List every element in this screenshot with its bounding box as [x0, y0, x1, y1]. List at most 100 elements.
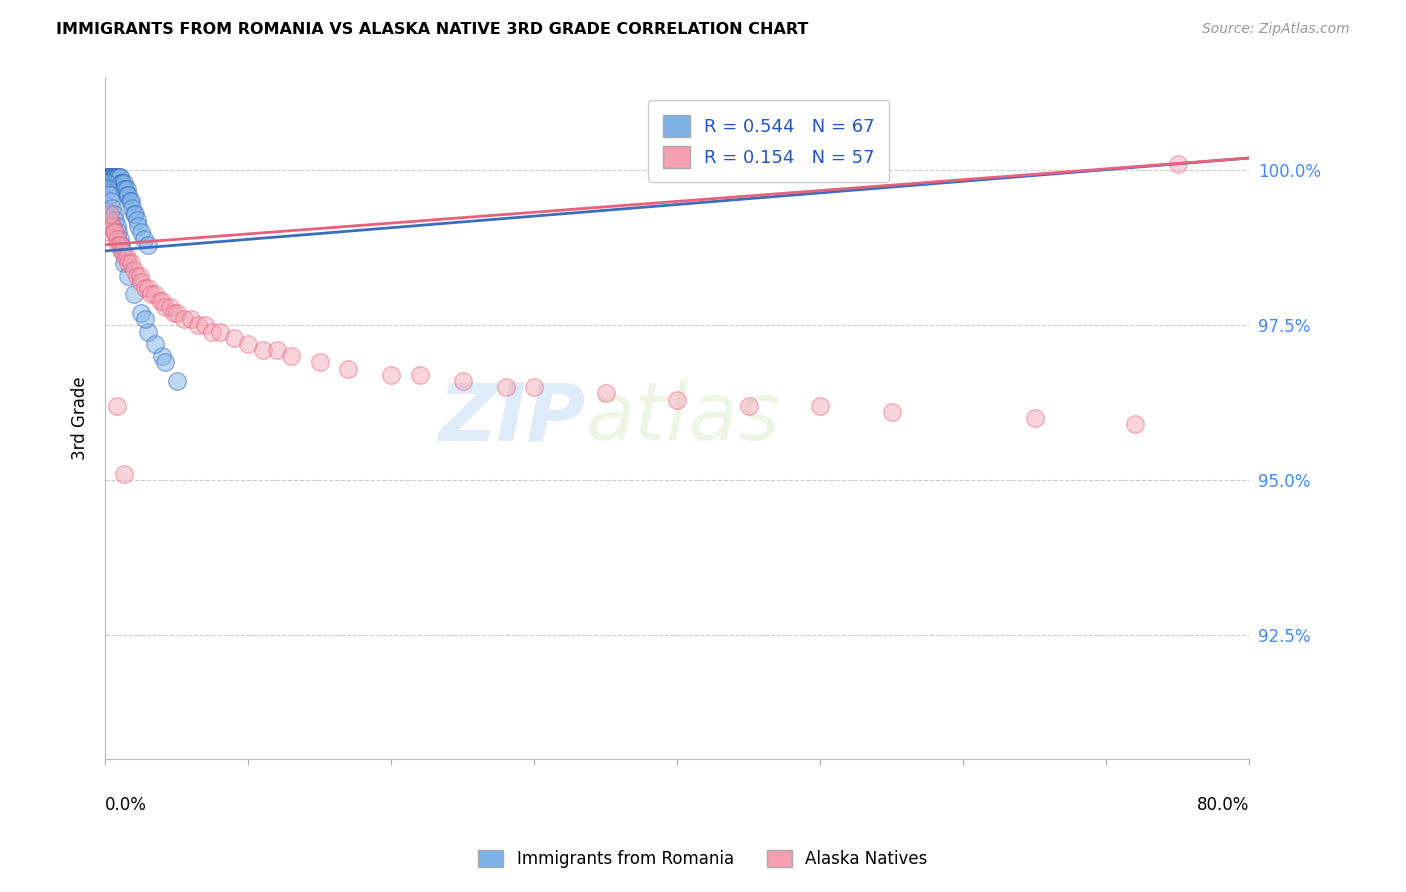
Point	[101, 169, 124, 184]
Text: ZIP: ZIP	[439, 379, 586, 458]
Point	[103, 169, 125, 184]
Point	[115, 250, 138, 264]
Point	[143, 337, 166, 351]
Point	[1024, 411, 1046, 425]
Point	[108, 237, 131, 252]
Point	[110, 237, 132, 252]
Point	[98, 207, 121, 221]
Point	[1123, 417, 1146, 432]
Point	[152, 349, 174, 363]
Point	[129, 225, 152, 239]
Point	[523, 380, 546, 394]
Point	[98, 169, 121, 184]
Point	[166, 374, 188, 388]
Point	[187, 318, 209, 333]
Point	[103, 225, 125, 239]
Point	[163, 306, 186, 320]
Point	[1167, 157, 1189, 171]
Point	[152, 293, 174, 308]
Point	[129, 306, 152, 320]
Point	[97, 219, 120, 234]
Point	[96, 176, 118, 190]
Point	[111, 244, 134, 258]
Point	[97, 169, 120, 184]
Point	[117, 188, 139, 202]
Point	[337, 361, 360, 376]
Point	[738, 399, 761, 413]
Point	[110, 176, 132, 190]
Point	[155, 300, 177, 314]
Point	[128, 268, 150, 283]
Point	[117, 256, 139, 270]
Point	[112, 256, 135, 270]
Legend: Immigrants from Romania, Alaska Natives: Immigrants from Romania, Alaska Natives	[471, 843, 935, 875]
Point	[134, 312, 156, 326]
Point	[124, 207, 146, 221]
Point	[495, 380, 517, 394]
Legend: R = 0.544   N = 67, R = 0.154   N = 57: R = 0.544 N = 67, R = 0.154 N = 57	[648, 100, 890, 182]
Point	[159, 300, 181, 314]
Point	[122, 287, 145, 301]
Point	[166, 306, 188, 320]
Point	[134, 281, 156, 295]
Point	[98, 169, 121, 184]
Point	[127, 219, 149, 234]
Point	[880, 405, 903, 419]
Point	[194, 318, 217, 333]
Point	[104, 169, 127, 184]
Text: atlas: atlas	[586, 379, 780, 458]
Point	[122, 262, 145, 277]
Point	[808, 399, 831, 413]
Point	[120, 194, 142, 209]
Point	[105, 399, 128, 413]
Point	[97, 182, 120, 196]
Point	[129, 275, 152, 289]
Point	[121, 201, 143, 215]
Point	[101, 219, 124, 234]
Point	[666, 392, 689, 407]
Text: 80.0%: 80.0%	[1197, 797, 1250, 814]
Point	[104, 225, 127, 239]
Point	[111, 176, 134, 190]
Point	[143, 287, 166, 301]
Point	[108, 231, 131, 245]
Point	[104, 213, 127, 227]
Point	[105, 169, 128, 184]
Point	[280, 349, 302, 363]
Point	[101, 169, 124, 184]
Point	[108, 169, 131, 184]
Point	[114, 250, 136, 264]
Point	[139, 287, 162, 301]
Point	[238, 337, 260, 351]
Point	[98, 169, 121, 184]
Point	[111, 244, 134, 258]
Point	[110, 176, 132, 190]
Point	[111, 176, 134, 190]
Text: 0.0%: 0.0%	[105, 797, 148, 814]
Point	[451, 374, 474, 388]
Point	[112, 182, 135, 196]
Point	[96, 169, 118, 184]
Text: Source: ZipAtlas.com: Source: ZipAtlas.com	[1202, 22, 1350, 37]
Point	[409, 368, 432, 382]
Text: IMMIGRANTS FROM ROMANIA VS ALASKA NATIVE 3RD GRADE CORRELATION CHART: IMMIGRANTS FROM ROMANIA VS ALASKA NATIVE…	[56, 22, 808, 37]
Point	[97, 169, 120, 184]
Point	[100, 194, 122, 209]
Point	[201, 325, 224, 339]
Point	[252, 343, 274, 357]
Point	[103, 169, 125, 184]
Point	[107, 225, 129, 239]
Point	[105, 231, 128, 245]
Point	[96, 225, 118, 239]
Point	[125, 213, 148, 227]
Point	[180, 312, 202, 326]
Point	[148, 293, 170, 308]
Point	[98, 188, 121, 202]
Point	[100, 169, 122, 184]
Point	[97, 169, 120, 184]
Point	[222, 331, 245, 345]
Point	[107, 169, 129, 184]
Point	[114, 182, 136, 196]
Point	[107, 169, 129, 184]
Point	[105, 169, 128, 184]
